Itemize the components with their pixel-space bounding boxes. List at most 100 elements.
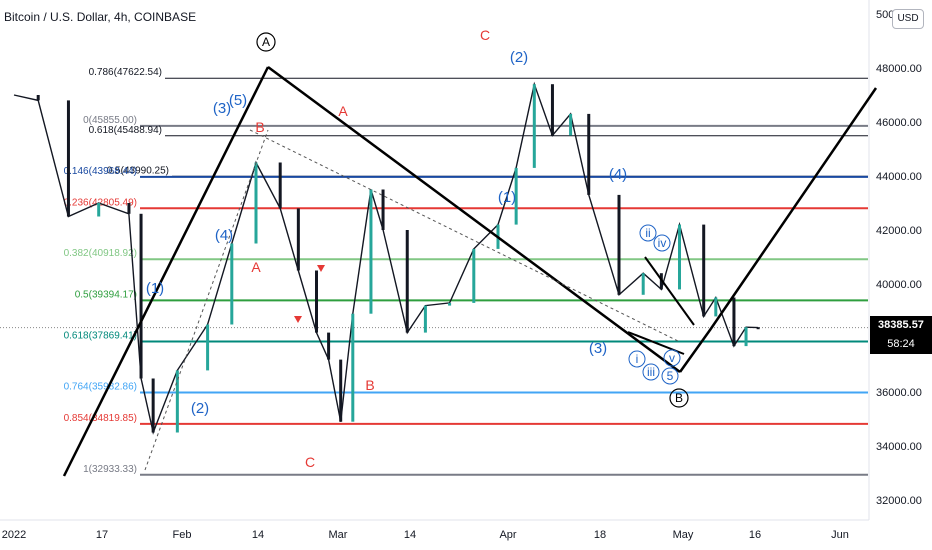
wave-label-blue: iii bbox=[647, 365, 655, 379]
wedge-upper bbox=[644, 256, 695, 326]
wave-label-red: C bbox=[305, 454, 315, 470]
wave-marker-red bbox=[317, 265, 325, 272]
price-candle bbox=[139, 213, 143, 379]
wave-label-blue-circle bbox=[661, 367, 679, 385]
price-tick-label: 46000.00 bbox=[876, 117, 922, 129]
price-candle bbox=[678, 224, 681, 290]
wave-label-blue-circle bbox=[639, 224, 657, 242]
price-candle bbox=[472, 248, 476, 303]
price-candle bbox=[732, 297, 736, 347]
fib-level-label: 0.618(37869.41) bbox=[64, 331, 137, 342]
price-candle bbox=[175, 370, 179, 433]
price-candle bbox=[315, 270, 318, 333]
price-candle bbox=[327, 332, 331, 360]
fib-level-label: 0.5(39394.17) bbox=[75, 289, 137, 300]
price-candle bbox=[756, 327, 760, 330]
wave-label-red: A bbox=[338, 103, 348, 119]
wave-label-red: B bbox=[255, 119, 264, 135]
wave-label-blue: (4) bbox=[215, 227, 233, 244]
price-candle bbox=[127, 203, 131, 214]
price-candle bbox=[514, 167, 518, 225]
price-candle bbox=[405, 230, 409, 333]
wave-label-blue-circle bbox=[628, 350, 646, 368]
price-candle bbox=[448, 302, 452, 306]
wave-marker-red bbox=[294, 316, 302, 323]
fib-level-label: 0.382(40918.92) bbox=[64, 248, 137, 259]
price-candle bbox=[36, 95, 40, 101]
fib-level-label: 0.764(35982.86) bbox=[64, 381, 137, 392]
fib-level-label: 0.854(34819.85) bbox=[64, 413, 137, 424]
fib-level-label: 0.786(47622.54) bbox=[89, 67, 162, 78]
price-tick-label: 32000.00 bbox=[876, 495, 922, 507]
price-candle bbox=[296, 208, 300, 271]
wave-label-blue-circle bbox=[663, 349, 681, 367]
time-tick-label: 14 bbox=[404, 529, 416, 541]
wave-label-blue: (1) bbox=[146, 280, 164, 297]
wave-label-blue: iv bbox=[658, 236, 667, 250]
price-candle bbox=[206, 324, 210, 371]
fib-level-label: 0.5(43990.25) bbox=[107, 165, 169, 176]
price-candle bbox=[230, 243, 234, 325]
dashed-line-2 bbox=[249, 129, 681, 343]
wave-label-blue: i bbox=[636, 352, 639, 366]
wave-label-circle-b: B bbox=[675, 391, 683, 405]
time-tick-label: 17 bbox=[96, 529, 108, 541]
time-tick-label: Jun bbox=[831, 529, 849, 541]
price-tick-label: 40000.00 bbox=[876, 279, 922, 291]
wave-line-a bbox=[62, 66, 270, 477]
price-candle bbox=[423, 305, 427, 333]
price-candle bbox=[641, 273, 645, 295]
time-tick-label: Apr bbox=[499, 529, 516, 541]
price-candle bbox=[617, 194, 621, 295]
wave-label-blue: (2) bbox=[191, 400, 209, 417]
price-candle bbox=[714, 297, 718, 317]
wave-label-blue-circle bbox=[653, 234, 671, 252]
wave-label-red: C bbox=[480, 27, 490, 43]
price-tick-label: 36000.00 bbox=[876, 387, 922, 399]
last-price-label: 38385.57 bbox=[870, 316, 932, 335]
wave-label-circle-b-circle bbox=[669, 388, 689, 408]
wave-label-blue: (1) bbox=[498, 189, 516, 206]
wave-label-circle-a: A bbox=[262, 35, 270, 49]
time-tick-label: Mar bbox=[329, 529, 348, 541]
fib-level-label: 0.236(42805.49) bbox=[64, 197, 137, 208]
time-tick-label: 16 bbox=[749, 529, 761, 541]
price-candle bbox=[339, 359, 343, 422]
fib-level-label: 0.618(45488.94) bbox=[89, 125, 162, 136]
price-tick-label: 48000.00 bbox=[876, 63, 922, 75]
wave-label-blue: (3) bbox=[589, 340, 607, 357]
wave-projection-up bbox=[678, 87, 878, 373]
countdown-label: 58:24 bbox=[870, 335, 932, 354]
price-candle bbox=[381, 189, 385, 230]
fib-level-label: 0.146(43968.44) bbox=[64, 166, 137, 177]
time-tick-label: 18 bbox=[594, 529, 606, 541]
price-candle bbox=[351, 313, 355, 422]
price-candle bbox=[569, 113, 573, 136]
wave-label-blue: (4) bbox=[609, 166, 627, 183]
price-candle bbox=[66, 100, 70, 217]
price-candle bbox=[744, 327, 748, 347]
price-tick-label: 42000.00 bbox=[876, 225, 922, 237]
price-candle bbox=[151, 378, 155, 433]
dashed-line-1 bbox=[144, 129, 269, 471]
wave-label-red: A bbox=[251, 259, 261, 275]
wave-label-blue: ii bbox=[645, 226, 650, 240]
time-tick-label: 2022 bbox=[2, 529, 26, 541]
wave-label-red: B bbox=[365, 377, 374, 393]
wave-label-blue: 5 bbox=[667, 369, 674, 383]
price-tick-label: 34000.00 bbox=[876, 441, 922, 453]
wave-label-blue: (3) bbox=[213, 100, 231, 117]
currency-button[interactable]: USD bbox=[892, 9, 924, 29]
price-candle bbox=[550, 84, 554, 136]
price-candle bbox=[702, 224, 706, 317]
fib-level-label: 0(45855.00) bbox=[83, 115, 137, 126]
price-candle bbox=[254, 162, 258, 244]
chart-title: Bitcoin / U.S. Dollar, 4h, COINBASE bbox=[4, 10, 197, 24]
price-candle bbox=[278, 162, 282, 209]
wave-label-blue: (2) bbox=[510, 49, 528, 66]
price-candle bbox=[97, 203, 101, 217]
time-tick-label: 14 bbox=[252, 529, 264, 541]
time-tick-label: Feb bbox=[173, 529, 192, 541]
price-series-line bbox=[13, 81, 759, 435]
